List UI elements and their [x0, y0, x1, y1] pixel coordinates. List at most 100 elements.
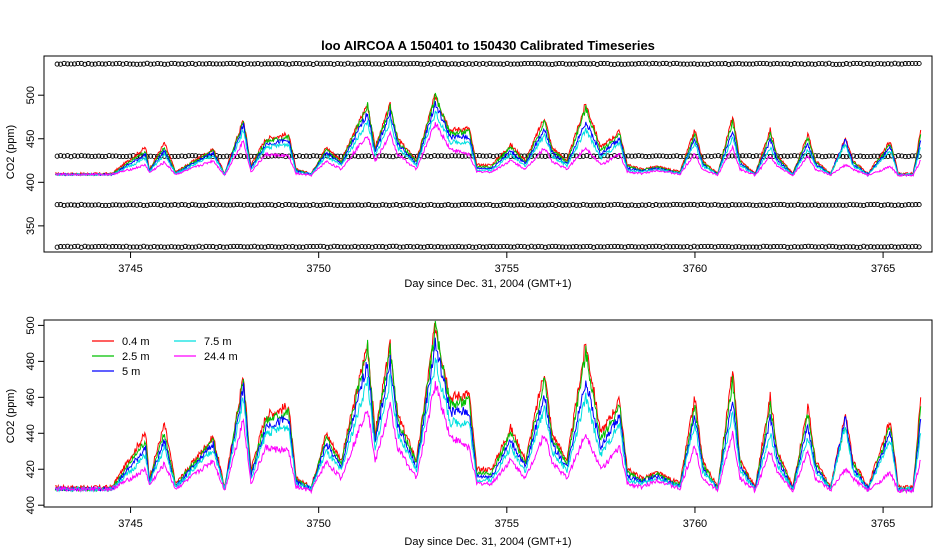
legend-label: 7.5 m: [204, 336, 232, 348]
calibration-point: [231, 243, 237, 249]
calibration-point: [390, 154, 396, 160]
calibration-point: [850, 202, 856, 208]
calibration-point: [736, 244, 742, 250]
calibration-point: [573, 243, 579, 250]
calibration-point: [317, 202, 323, 208]
calibration-point: [802, 244, 808, 250]
calibration-point: [864, 244, 870, 250]
calibration-point: [300, 202, 306, 208]
calibration-point: [411, 202, 417, 208]
calibration-point: [494, 202, 500, 208]
calibration-point: [290, 243, 296, 250]
calibration-point: [816, 61, 822, 67]
calibration-point: [113, 61, 119, 67]
calibration-point: [580, 201, 586, 208]
calibration-point: [213, 244, 219, 250]
calibration-point: [310, 153, 316, 159]
calibration-point: [141, 243, 147, 249]
calibration-point: [677, 154, 683, 160]
calibration-point: [826, 243, 832, 249]
calibration-point: [861, 202, 867, 208]
calibration-point: [179, 61, 185, 67]
calibration-point: [113, 244, 119, 250]
calibration-point: [854, 202, 860, 208]
x-tick-label-top: 3760: [683, 263, 707, 275]
calibration-point: [864, 153, 870, 160]
calibration-point: [148, 153, 154, 159]
calibration-point: [224, 244, 230, 250]
calibration-point: [819, 202, 825, 208]
calibration-point: [366, 60, 372, 67]
series-line-bottom-24-4-m: [54, 381, 921, 495]
calibration-point: [386, 243, 393, 249]
calibration-point: [161, 202, 168, 208]
calibration-point: [653, 243, 659, 249]
calibration-point: [823, 202, 829, 208]
calibration-point: [913, 243, 919, 249]
calibration-point: [341, 244, 348, 250]
calibration-point: [733, 202, 739, 208]
calibration-point: [494, 244, 500, 250]
calibration-point: [830, 202, 836, 208]
calibration-point: [823, 244, 829, 250]
calibration-point: [248, 244, 254, 250]
calibration-point: [753, 153, 759, 159]
calibration-point: [456, 243, 462, 249]
calibration-point: [781, 202, 787, 208]
calibration-point: [296, 153, 303, 159]
calibration-point: [158, 61, 164, 67]
calibration-point: [778, 244, 784, 250]
calibration-point: [213, 202, 219, 208]
calibration-point: [701, 154, 708, 160]
calibration-point: [286, 202, 292, 208]
calibration-point: [605, 202, 611, 208]
calibration-point: [331, 202, 337, 208]
calibration-point: [241, 202, 247, 208]
calibration-point: [68, 244, 74, 250]
calibration-point: [563, 61, 569, 67]
calibration-point: [110, 202, 116, 208]
calibration-point: [258, 244, 264, 250]
calibration-point: [847, 201, 853, 208]
calibration-point: [674, 60, 680, 66]
calibration-point: [681, 61, 687, 67]
calibration-point: [425, 61, 431, 67]
calibration-point: [539, 202, 545, 208]
calibration-point: [750, 153, 756, 159]
calibration-point: [830, 153, 836, 159]
calibration-point: [200, 244, 206, 250]
calibration-point: [480, 60, 486, 67]
calibration-point: [816, 244, 822, 250]
calibration-point: [573, 202, 579, 208]
calibration-point: [172, 202, 178, 208]
calibration-point: [452, 202, 458, 208]
calibration-point: [407, 243, 413, 250]
calibration-point: [452, 153, 458, 159]
calibration-point: [580, 61, 586, 67]
legend-label: 5 m: [122, 366, 140, 378]
calibration-point: [383, 244, 389, 250]
calibration-point: [196, 202, 202, 208]
calibration-point: [733, 61, 739, 67]
calibration-point: [840, 61, 846, 67]
calibration-point: [459, 244, 465, 250]
calibration-point: [71, 243, 78, 250]
calibration-point: [224, 202, 230, 208]
calibration-point: [317, 243, 323, 249]
calibration-point: [328, 202, 334, 208]
calibration-point: [833, 202, 839, 208]
calibration-point: [560, 202, 566, 208]
calibration-point: [854, 244, 860, 250]
calibration-point: [293, 61, 299, 67]
calibration-point: [286, 244, 292, 250]
calibration-point: [902, 243, 908, 249]
calibration-point: [393, 202, 399, 208]
calibration-point: [338, 244, 344, 250]
calibration-point: [362, 202, 368, 208]
calibration-point: [435, 244, 441, 250]
calibration-point: [878, 61, 884, 67]
calibration-point: [369, 61, 375, 67]
calibration-point: [632, 244, 638, 250]
calibration-point: [362, 153, 368, 159]
calibration-point: [577, 202, 583, 208]
